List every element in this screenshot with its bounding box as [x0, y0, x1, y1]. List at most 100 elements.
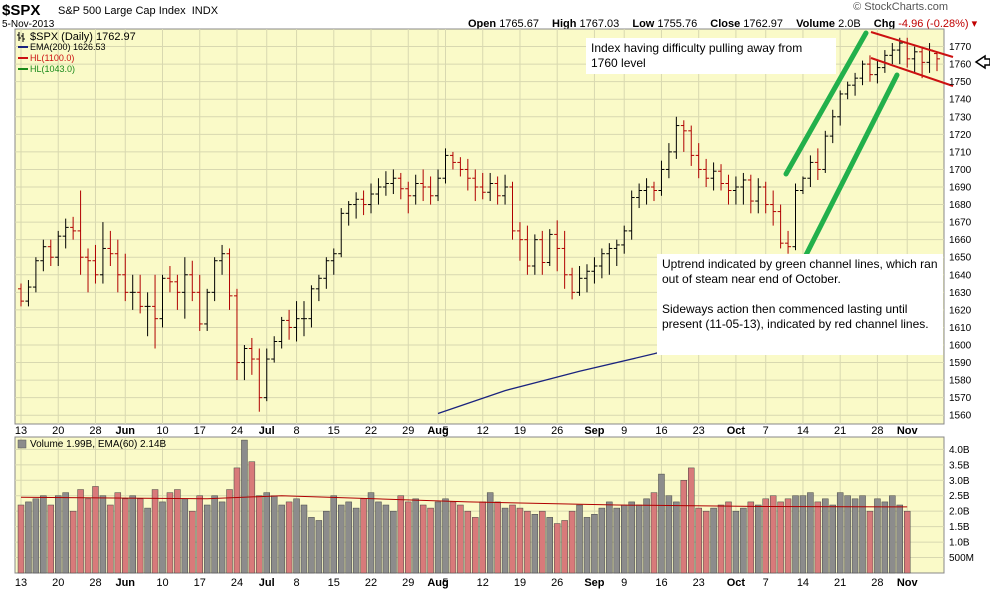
ohlc-bar [889, 43, 896, 65]
volume-bar [300, 504, 308, 574]
price-tick-label: 1640 [949, 270, 972, 281]
volume-bar [17, 504, 25, 574]
volume-bar [270, 495, 278, 574]
volume-bar [725, 501, 732, 574]
volume-bar [419, 504, 427, 574]
price-tick-label: 1760 [949, 60, 972, 71]
price-tick-label: 1670 [949, 218, 972, 229]
price-tick-label: 1590 [949, 358, 972, 369]
volume-bar [732, 510, 740, 574]
ohlc-bar [271, 336, 278, 363]
volume-bar [69, 510, 77, 574]
ohlc-bar [688, 125, 695, 166]
ohlc-bar [286, 309, 293, 340]
ohlc-bar [152, 274, 159, 349]
chg-label: Chg [873, 18, 896, 30]
volume-bar [762, 498, 769, 574]
annotation-trend-uptrend: Uptrend indicated by green channel lines… [662, 257, 938, 286]
low-label: Low [632, 18, 655, 30]
ohlc-bar [479, 172, 486, 200]
volume-date-tick-label: Jul [259, 577, 275, 589]
volume-bar [568, 510, 576, 574]
ohlc-bar [502, 174, 509, 205]
red-channel-upper [870, 31, 954, 58]
volume-bar [606, 501, 613, 574]
volume-bar [628, 501, 635, 574]
price-date-tick-label: 19 [514, 425, 526, 437]
volume-axis: 500M 1.0B 1.5B 2.0B 2.5B 3.0B 3.5B 4.0B [949, 445, 974, 564]
price-date-tick-label: 20 [52, 425, 64, 437]
ohlc-bar [353, 192, 360, 219]
ohlc-bar [330, 248, 337, 275]
ohlc-bar [457, 157, 464, 177]
ohlc-bar [494, 176, 501, 205]
close-label: Close [710, 18, 741, 30]
price-date-tick-label: 14 [797, 425, 809, 437]
ohlc-bar [740, 172, 747, 205]
volume-bar [449, 501, 457, 574]
ohlc-bar [248, 337, 255, 375]
volume-tick-label: 3.5B [949, 460, 970, 471]
price-date-tick-label: 13 [15, 425, 27, 437]
ohlc-bar [814, 148, 821, 180]
volume-bar [859, 495, 866, 574]
price-tick-label: 1700 [949, 165, 972, 176]
ohlc-bar [777, 204, 784, 249]
ohlc-bar [204, 288, 211, 331]
ohlc-bar [919, 46, 926, 79]
volume-date-tick-label: 13 [15, 577, 27, 589]
volume-bar [174, 489, 181, 574]
volume-bar [829, 504, 836, 574]
volume-date-tick-label: 24 [231, 577, 243, 589]
ohlc-bar [92, 244, 99, 284]
series-legend-label: $SPX (Daily) 1762.97 [30, 31, 136, 43]
volume-value: 2.0B [838, 18, 861, 30]
volume-bar [591, 514, 598, 574]
ohlc-bar [390, 169, 397, 195]
hl2-legend-label: HL(1043.0) [30, 64, 75, 74]
annotation-trend-sideways: Sideways action then commenced lasting u… [662, 302, 929, 331]
volume-date-tick-label: 14 [797, 577, 809, 589]
volume-date-tick-label: Aug [427, 577, 448, 589]
ohlc-bar [516, 222, 523, 261]
volume-date-tick-label: 7 [763, 577, 769, 589]
volume-bar [218, 501, 226, 574]
volume-bar [40, 495, 47, 574]
price-tick-label: 1560 [949, 411, 972, 422]
price-tick-label: 1680 [949, 200, 972, 211]
volume-tick-label: 4.0B [949, 445, 970, 456]
volume-bar [159, 501, 166, 574]
ohlc-bar [397, 172, 404, 200]
volume-bar [836, 492, 844, 574]
volume-bar [613, 507, 621, 574]
ohlc-bar [464, 158, 471, 191]
volume-bar [673, 501, 680, 574]
volume-bar [211, 495, 218, 574]
price-date-tick-label: 24 [231, 425, 243, 437]
volume-bar [665, 495, 673, 574]
volume-bar [546, 517, 553, 574]
ohlc-bar [837, 90, 844, 126]
volume-bar [166, 492, 174, 574]
volume-date-tick-label: Jun [115, 577, 135, 589]
price-date-tick-label: Oct [727, 425, 746, 437]
volume-bar [360, 498, 367, 574]
ohlc-bar [226, 248, 233, 310]
ohlc-bar [785, 230, 792, 254]
ohlc-bar [55, 230, 62, 266]
volume-tick-label: 2.0B [949, 507, 970, 518]
ohlc-bar [99, 222, 106, 284]
exchange-text: INDX [191, 5, 219, 17]
ohlc-bar [435, 169, 442, 202]
ohlc-bar [598, 248, 605, 279]
volume-bar [747, 501, 755, 574]
volume-ema-line [20, 495, 908, 508]
ohlc-bar [405, 181, 412, 214]
ohlc-bar [263, 348, 270, 402]
caret-down-icon[interactable]: ▾ [971, 18, 978, 30]
ohlc-bar [382, 171, 389, 196]
volume-bar [688, 467, 695, 574]
price-tick-label: 1600 [949, 341, 972, 352]
price-date-tick-label: 12 [477, 425, 489, 437]
